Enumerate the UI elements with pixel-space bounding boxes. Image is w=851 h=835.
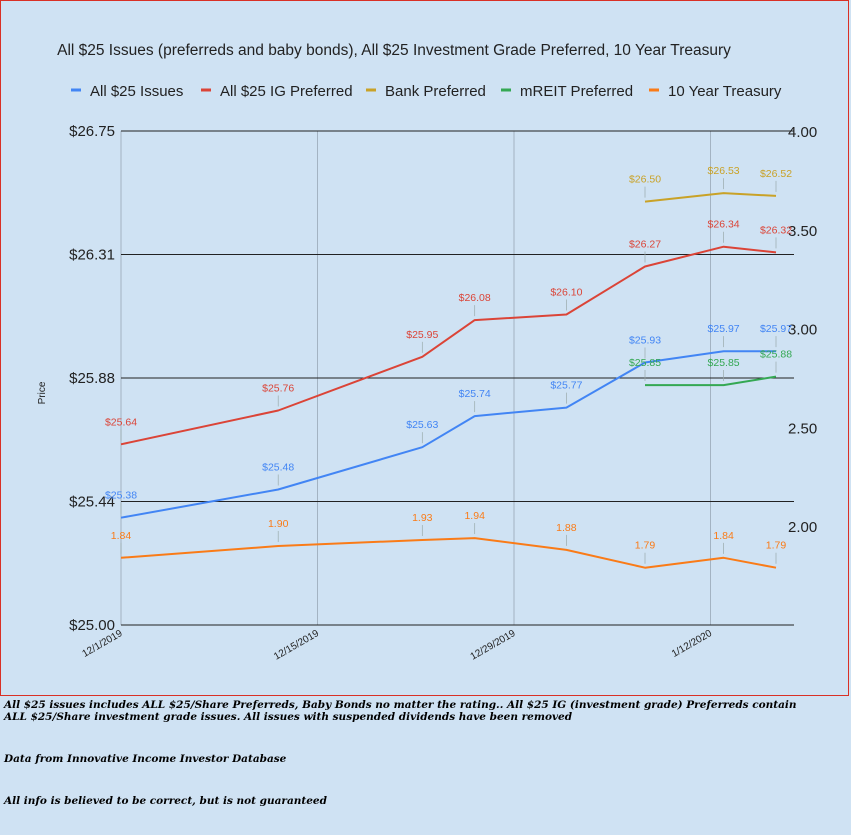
data-label: $26.32 (760, 224, 792, 236)
series-line-3 (645, 375, 777, 387)
data-label: $25.48 (262, 462, 294, 474)
data-label: $26.34 (708, 219, 740, 231)
data-label: $25.93 (629, 334, 661, 346)
data-label: 1.79 (635, 540, 656, 552)
data-label: $25.97 (708, 323, 740, 335)
data-label: 1.79 (766, 540, 787, 552)
data-label: 1.84 (713, 530, 734, 542)
data-label: $25.85 (629, 357, 661, 369)
y-tick-label-left: $26.75 (69, 123, 115, 140)
data-label: $26.52 (760, 168, 792, 180)
y-tick-label-left: $25.44 (69, 494, 115, 511)
chart-title: All $25 Issues (preferreds and baby bond… (57, 42, 731, 59)
data-label: $25.95 (406, 329, 438, 341)
x-tick-label: 1/12/2020 (670, 628, 714, 660)
y-tick-label-right: 3.50 (788, 223, 817, 240)
data-label: $25.64 (105, 416, 137, 428)
y-tick-label-left: $25.00 (69, 617, 115, 634)
legend-label-0: All $25 Issues (90, 83, 183, 100)
x-tick-label: 12/29/2019 (469, 628, 518, 663)
y-tick-label-right: 3.00 (788, 322, 817, 339)
data-label: $25.76 (262, 382, 294, 394)
y-axis-label: Price (37, 381, 48, 404)
legend-label-1: All $25 IG Preferred (220, 83, 353, 100)
footnote-line-1: All $25 issues includes ALL $25/Share Pr… (4, 699, 797, 711)
data-label: $26.27 (629, 238, 661, 250)
y-tick-label-right: 4.00 (788, 124, 817, 141)
line-chart: All $25 Issues (preferreds and baby bond… (37, 42, 817, 663)
data-label: $25.38 (105, 490, 137, 502)
disclaimer-note: All info is believed to be correct, but … (4, 795, 327, 807)
x-tick-label: 12/15/2019 (272, 628, 321, 663)
data-label: 1.93 (412, 512, 433, 524)
data-label: $25.77 (550, 380, 582, 392)
series-line-4 (120, 537, 777, 569)
data-label: $25.63 (406, 419, 438, 431)
data-label: 1.94 (464, 510, 485, 522)
data-label: 1.90 (268, 518, 289, 530)
y-tick-label-left: $25.88 (69, 370, 115, 387)
chart-frame: All $25 Issues (preferreds and baby bond… (0, 0, 849, 696)
chart-axes: $25.00 $25.44 $25.88 $26.31 $26.75 2.00 2.50 3.… (69, 123, 817, 663)
y-tick-label-right: 2.00 (788, 519, 817, 536)
series-line-1 (120, 245, 777, 446)
chart-data-labels: $25.38 $25.48 $25.63 $25.74 $25.77 $25.93 $25.… (105, 165, 792, 564)
legend-label-4: 10 Year Treasury (668, 83, 782, 100)
data-label: $26.53 (708, 165, 740, 177)
data-label: $26.50 (629, 174, 661, 186)
source-note: Data from Innovative Income Investor Dat… (4, 753, 287, 765)
y-tick-label-right: 2.50 (788, 420, 817, 437)
y-tick-label-left: $26.31 (69, 247, 115, 264)
legend-label-3: mREIT Preferred (520, 83, 633, 100)
data-label: $25.97 (760, 323, 792, 335)
data-label: 1.88 (556, 522, 577, 534)
data-label: $25.85 (708, 357, 740, 369)
chart-grid (120, 130, 794, 626)
chart-series (120, 192, 777, 569)
data-label: $25.88 (760, 349, 792, 361)
data-label: $26.10 (550, 286, 582, 298)
series-line-0 (120, 350, 776, 519)
data-label: 1.84 (111, 530, 132, 542)
footnote-line-2: ALL $25/Share investment grade issues. A… (4, 711, 573, 723)
data-label: $25.74 (459, 388, 491, 400)
series-line-2 (644, 192, 777, 203)
data-label: $26.08 (459, 292, 491, 304)
legend-label-2: Bank Preferred (385, 83, 486, 100)
chart-legend: All $25 Issues All $25 IG Preferred Bank P… (71, 83, 782, 100)
